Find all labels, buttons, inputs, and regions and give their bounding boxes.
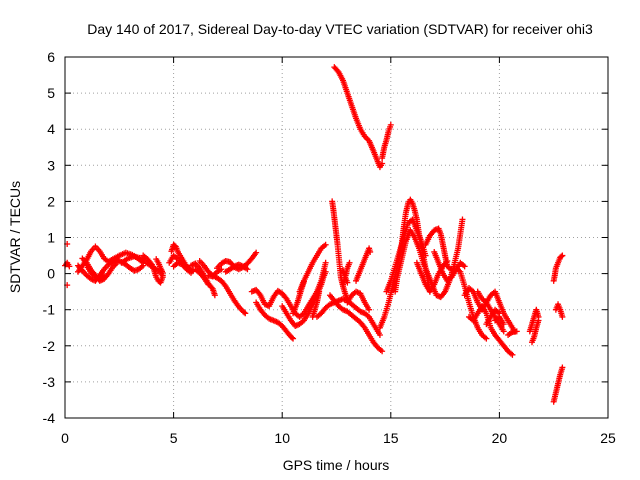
y-tick-label: 3 [47, 157, 55, 173]
data-point [483, 335, 490, 342]
y-tick-label: 6 [47, 49, 55, 65]
data-point [322, 241, 329, 248]
x-tick-label: 5 [170, 430, 178, 446]
data-point [288, 334, 295, 341]
x-tick-label: 20 [492, 430, 508, 446]
data-point [290, 335, 297, 342]
x-axis-label: GPS time / hours [283, 457, 390, 473]
data-point [244, 266, 251, 273]
data-point [379, 348, 386, 355]
data-point [500, 321, 507, 328]
data-point [461, 263, 468, 270]
data-point [316, 288, 323, 295]
data-point [211, 292, 218, 299]
data-point [140, 262, 147, 269]
y-tick-label: -3 [43, 374, 56, 390]
data-point [344, 279, 351, 286]
data-point [500, 328, 507, 335]
y-tick-label: -1 [43, 302, 56, 318]
data-point [559, 252, 566, 259]
data-point [559, 313, 566, 320]
data-point [558, 253, 565, 260]
data-point [559, 364, 566, 371]
data-point [66, 263, 73, 270]
data-point [159, 269, 166, 276]
x-tick-label: 15 [383, 430, 399, 446]
y-axis-label: SDTVAR / TECUs [7, 181, 23, 293]
data-point [535, 317, 542, 324]
data-point [242, 310, 249, 317]
data-points [62, 64, 566, 405]
y-tick-label: 4 [47, 121, 55, 137]
x-tick-label: 25 [600, 430, 616, 446]
data-point [367, 248, 374, 255]
y-tick-label: 2 [47, 193, 55, 209]
x-tick-label: 0 [61, 430, 69, 446]
chart-title: Day 140 of 2017, Sidereal Day-to-day VTE… [87, 21, 593, 37]
data-point [376, 331, 383, 338]
grid-lines [65, 57, 608, 418]
data-point [459, 216, 466, 223]
data-point [253, 249, 260, 256]
x-tick-label: 10 [274, 430, 290, 446]
plot-border [64, 56, 609, 419]
y-tick-label: 1 [47, 230, 55, 246]
y-tick-label: -2 [43, 338, 56, 354]
data-point [322, 259, 329, 266]
data-point [346, 259, 353, 266]
data-point [509, 351, 516, 358]
data-point [422, 252, 429, 259]
y-axis-ticks: -4 -3 -2 -1 0 1 2 3 4 5 6 [43, 49, 608, 426]
data-point [513, 328, 520, 335]
data-point [205, 281, 212, 288]
data-point [366, 306, 373, 313]
data-point [101, 272, 108, 279]
y-tick-label: 5 [47, 85, 55, 101]
y-tick-label: -4 [43, 410, 56, 426]
y-tick-label: 0 [47, 266, 55, 282]
data-point [387, 121, 394, 128]
data-point [241, 309, 248, 316]
data-point [379, 160, 386, 167]
